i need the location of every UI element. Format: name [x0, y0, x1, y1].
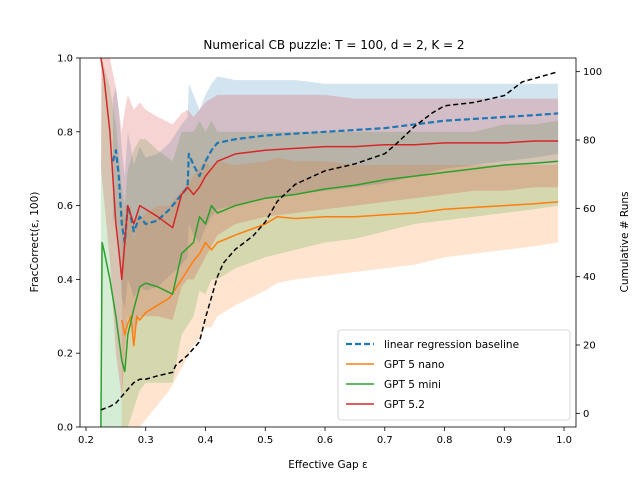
- y-tick-label: 0.6: [57, 201, 73, 212]
- y-axis-label: FracCorrect(ε, 100): [29, 192, 41, 293]
- x-tick-label: 0.6: [317, 435, 333, 446]
- legend: linear regression baseline GPT 5 nano GPT …: [337, 329, 571, 421]
- right-tick-label: 60: [583, 204, 596, 215]
- right-tick-label: 100: [583, 67, 602, 78]
- line-cumulative-runs: [100, 70, 559, 411]
- x-tick-label: 0.7: [377, 435, 393, 446]
- right-tick-label: 20: [583, 341, 596, 352]
- x-axis-ticks: 0.2 0.3 0.4 0.5 0.6 0.7 0.8 0.9 1.0: [78, 427, 572, 446]
- y-tick-label: 0.0: [57, 423, 73, 434]
- y-tick-label: 1.0: [57, 54, 73, 65]
- x-tick-label: 1.0: [556, 435, 572, 446]
- x-tick-label: 0.4: [198, 435, 214, 446]
- line-gpt-5-nano: [121, 201, 559, 347]
- legend-label-gpt-5-2: GPT 5.2: [384, 399, 425, 411]
- line-gpt-5-mini: [100, 160, 559, 427]
- line-gpt-5-2: [100, 58, 559, 281]
- x-tick-label: 0.9: [496, 435, 512, 446]
- chart-title: Numerical CB puzzle: T = 100, d = 2, K =…: [203, 38, 464, 52]
- band-linear-regression-baseline: [112, 76, 559, 309]
- legend-label-gpt-5-mini: GPT 5 mini: [384, 379, 441, 391]
- y-tick-label: 0.8: [57, 127, 73, 138]
- right-axis-ticks: 0 20 40 60 80 100: [576, 67, 602, 420]
- right-tick-label: 40: [583, 272, 596, 283]
- right-tick-label: 0: [583, 409, 589, 420]
- x-axis-label: Effective Gap ε: [288, 459, 367, 471]
- x-tick-label: 0.8: [437, 435, 453, 446]
- x-tick-label: 0.5: [257, 435, 273, 446]
- legend-label-linear-regression-baseline: linear regression baseline: [384, 339, 519, 351]
- band-gpt-5-mini: [100, 58, 559, 427]
- right-axis-label: Cumulative # Runs: [619, 191, 631, 292]
- right-tick-label: 80: [583, 136, 596, 147]
- legend-label-gpt-5-nano: GPT 5 nano: [384, 359, 444, 371]
- band-gpt-5-nano: [121, 157, 559, 427]
- y-tick-label: 0.2: [57, 349, 73, 360]
- plot-frame: [79, 57, 577, 428]
- x-tick-label: 0.2: [78, 435, 94, 446]
- x-tick-label: 0.3: [138, 435, 154, 446]
- legend-box: [337, 329, 571, 421]
- y-tick-label: 0.4: [57, 275, 73, 286]
- series-lines: [100, 58, 559, 427]
- y-axis-ticks: 0.0 0.2 0.4 0.6 0.8 1.0: [57, 54, 80, 434]
